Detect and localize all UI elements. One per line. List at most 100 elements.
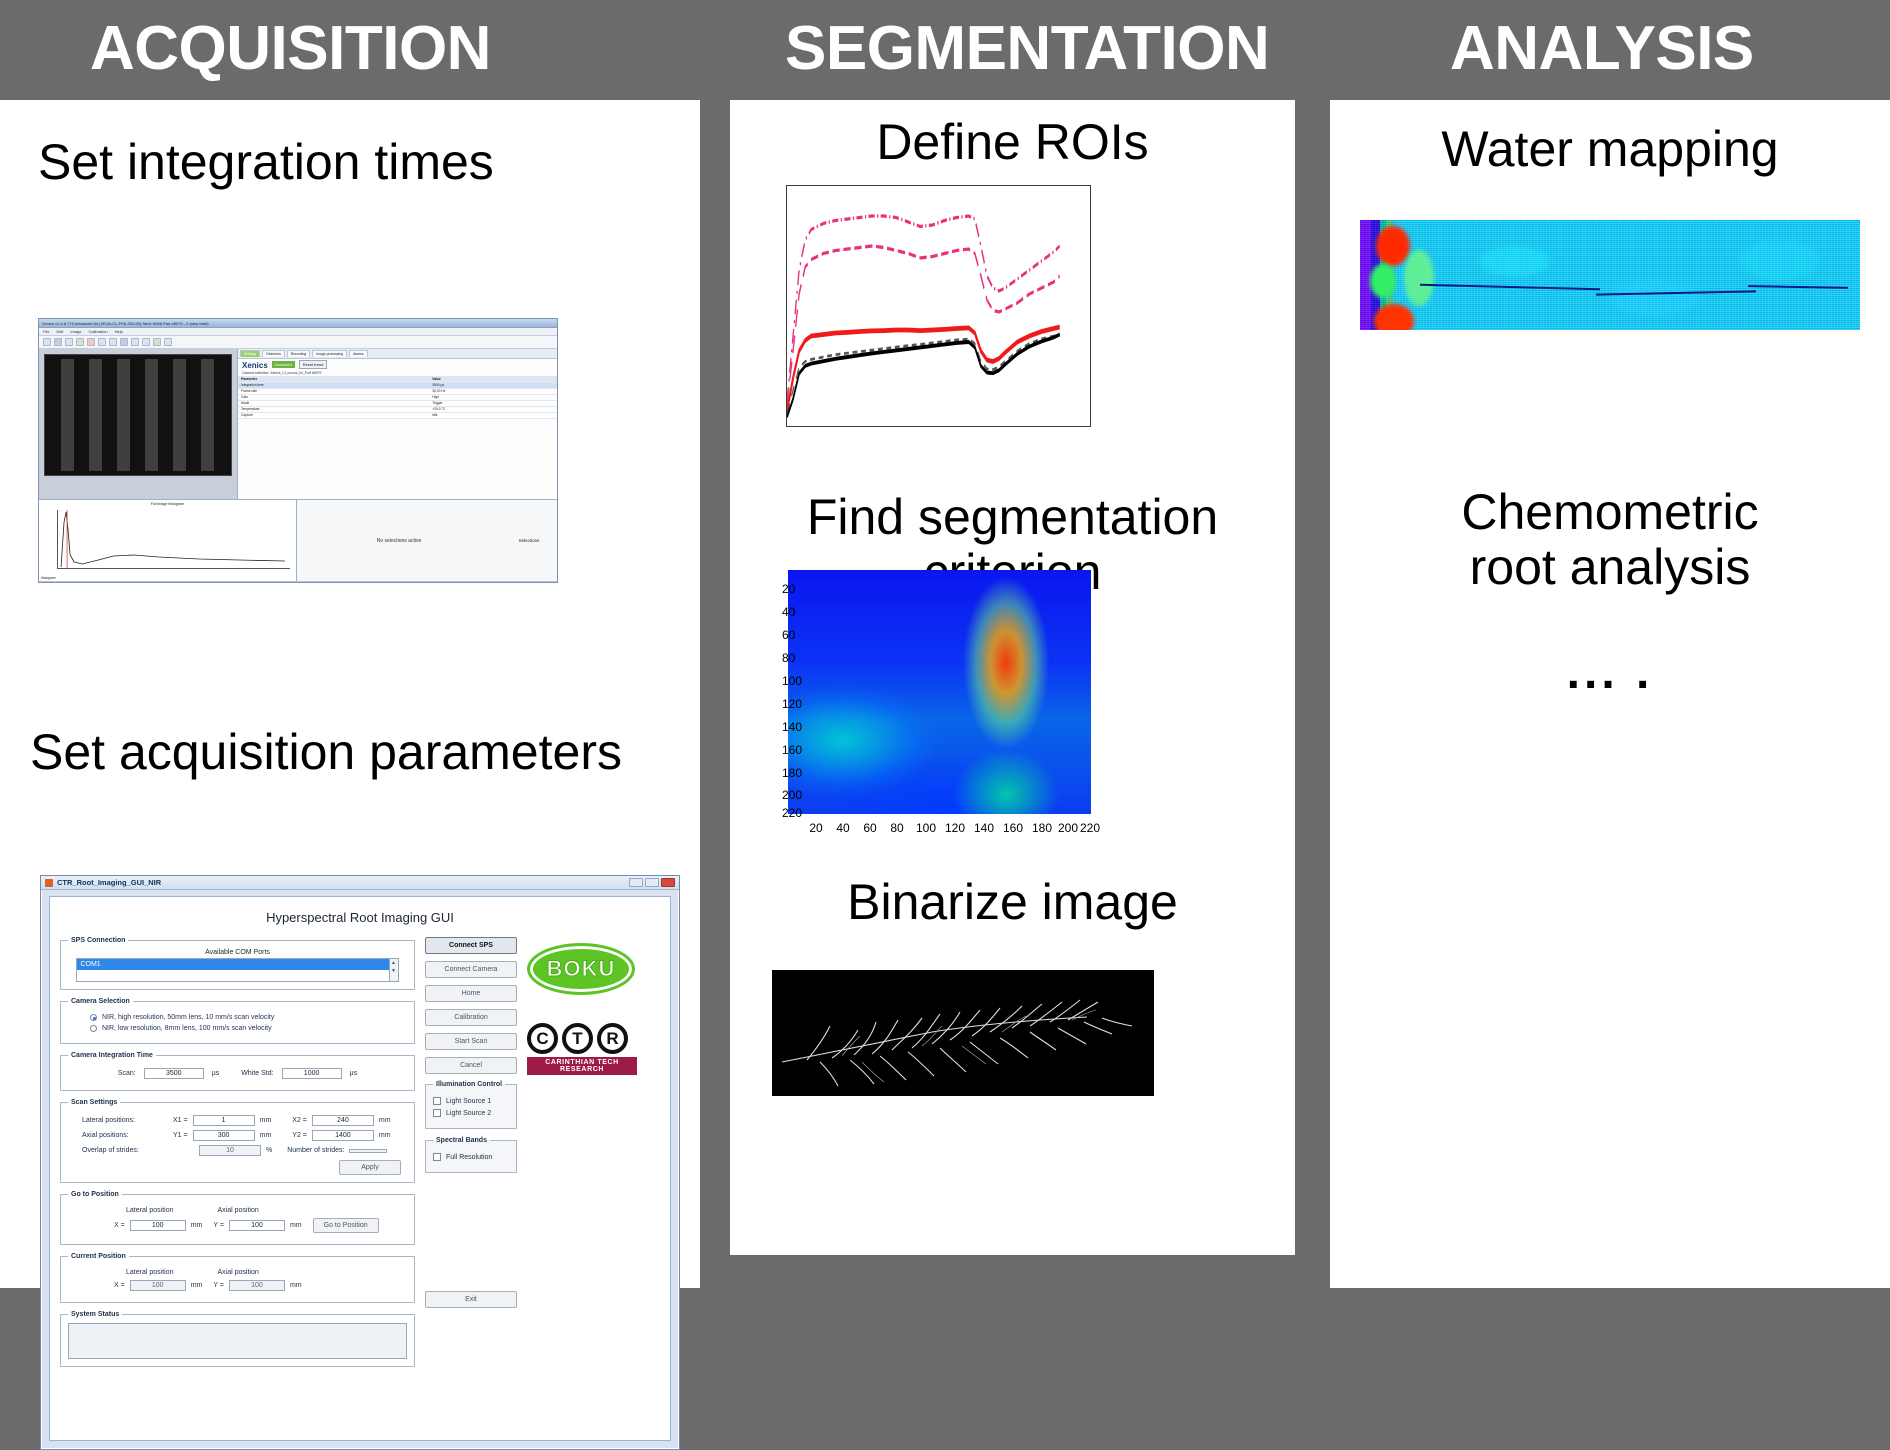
axial-positions-label: Axial positions: (82, 1132, 129, 1139)
xenics-menu-item[interactable]: Image (70, 329, 82, 334)
water-map-hotspot (1376, 226, 1410, 266)
listbox-scrollbar[interactable]: ▲ ▼ (388, 959, 398, 981)
play-icon[interactable] (76, 338, 84, 346)
xenics-toolbar[interactable] (39, 336, 557, 349)
xenics-menu-item[interactable]: Edit (56, 329, 64, 334)
scroll-up-icon[interactable]: ▲ (391, 960, 396, 966)
xenics-reset-button[interactable]: Reset trend (298, 360, 328, 369)
start-scan-button[interactable]: Start Scan (425, 1033, 517, 1050)
xenics-tab-detectors[interactable]: Detectors (262, 350, 285, 357)
goto-x-input[interactable]: 100 (129, 1220, 186, 1231)
goto-y-input[interactable]: 100 (228, 1220, 285, 1231)
xenics-menu-item[interactable]: Help (114, 329, 123, 334)
xenics-tab-image-processing[interactable]: Image processing (312, 350, 348, 357)
xenics-subtitle: Camera selection: Xenics_Cl_uncool_Ini_P… (242, 371, 322, 375)
xenics-brand: Xenics (242, 361, 268, 370)
y2-input[interactable]: 1400 (311, 1130, 374, 1141)
light-source-1-row[interactable]: Light Source 1 (433, 1097, 509, 1105)
histogram-xlabel: Histogram (41, 576, 56, 580)
analysis-step2-line1: Chemometric (1461, 484, 1759, 540)
connect-sps-button[interactable]: Connect SPS (425, 937, 517, 954)
xenics-tab-alarms[interactable]: Alarms (349, 350, 368, 357)
ctr-letter-t: T (562, 1023, 593, 1054)
water-map-midspot (1370, 264, 1396, 298)
com-ports-label: Available COM Ports (205, 949, 270, 956)
cancel-button[interactable]: Cancel (425, 1057, 517, 1074)
settings-icon[interactable] (164, 338, 172, 346)
camera-option-low[interactable]: NIR, low resolution, 8mm lens, 100 mm/s … (68, 1025, 407, 1032)
x1-input[interactable]: 1 (192, 1115, 255, 1126)
x2-label: X2 = (292, 1117, 307, 1124)
home-button[interactable]: Home (425, 985, 517, 1002)
calibration-button[interactable]: Calibration (425, 1009, 517, 1026)
exit-button[interactable]: Exit (425, 1291, 517, 1308)
xenics-software-screenshot[interactable]: Xenics v2.4.6.779 Advanced 64 (XEVA-CL-F… (38, 318, 558, 583)
xenics-menu-item[interactable]: Calibration (88, 329, 108, 334)
table-cell: Frame rate (238, 388, 430, 395)
apply-button[interactable]: Apply (339, 1160, 401, 1175)
radio-icon[interactable] (90, 1014, 97, 1021)
header-band: ACQUISITION SEGMENTATION ANALYSIS (0, 0, 1890, 100)
segmentation-step2-line1: Find segmentation (806, 489, 1219, 545)
white-std-input[interactable]: 1000 (281, 1068, 342, 1079)
group-camera-selection: Camera Selection NIR, high resolution, 5… (60, 998, 415, 1044)
connect-camera-button[interactable]: Connect Camera (425, 961, 517, 978)
checkbox-icon[interactable] (433, 1153, 441, 1161)
stop-icon[interactable] (87, 338, 95, 346)
group-sps-connection: SPS Connection Available COM Ports COM1 … (60, 937, 415, 990)
matlab-gui-window[interactable]: CTR_Root_Imaging_GUI_NIR Hyperspectral R… (40, 875, 680, 1450)
system-status-textarea[interactable] (68, 1323, 407, 1359)
crosshair-icon[interactable] (109, 338, 117, 346)
matlab-icon (45, 878, 53, 887)
grid-icon[interactable] (142, 338, 150, 346)
xenics-menu-item[interactable]: File (43, 329, 50, 334)
xenics-image-pane[interactable] (39, 349, 237, 499)
close-button[interactable] (661, 878, 675, 887)
x2-input[interactable]: 240 (311, 1115, 374, 1126)
print-icon[interactable] (65, 338, 73, 346)
full-resolution-row[interactable]: Full Resolution (433, 1153, 509, 1161)
save-icon[interactable] (54, 338, 62, 346)
light-source-2-row[interactable]: Light Source 2 (433, 1109, 509, 1117)
scan-time-label: Scan: (117, 1070, 136, 1077)
zoom-icon[interactable] (98, 338, 106, 346)
current-y-unit: mm (289, 1282, 302, 1289)
checkbox-icon[interactable] (433, 1097, 441, 1105)
camera-option-high[interactable]: NIR, high resolution, 50mm lens, 10 mm/s… (68, 1014, 407, 1021)
scroll-down-icon[interactable]: ▼ (391, 968, 396, 974)
histogram-curve (60, 510, 285, 568)
com-port-selected[interactable]: COM1 (77, 959, 398, 970)
current-x-value: 100 (129, 1280, 186, 1291)
checkbox-icon[interactable] (433, 1109, 441, 1117)
analysis-step2-title: Chemometric root analysis (1330, 485, 1890, 595)
current-y-value: 100 (228, 1280, 285, 1291)
y1-input[interactable]: 300 (192, 1130, 255, 1141)
xenics-tab-recording[interactable]: Recording (286, 350, 311, 357)
maximize-button[interactable] (645, 878, 659, 887)
xenics-parameter-table[interactable]: Parameter Value Integration time 3500 µs F… (238, 376, 557, 419)
histogram-axes (57, 510, 290, 569)
overlap-input[interactable]: 10 (199, 1145, 261, 1156)
group-go-to-position: Go to Position Lateral position Axial po… (60, 1191, 415, 1245)
minimize-button[interactable] (629, 878, 643, 887)
table-cell: High (429, 394, 557, 401)
measure-icon[interactable] (131, 338, 139, 346)
group-legend: Camera Integration Time (71, 1052, 153, 1059)
palette-icon[interactable] (120, 338, 128, 346)
xenics-menubar[interactable]: File Edit Image Calibration Help (39, 328, 557, 336)
record-icon[interactable] (153, 338, 161, 346)
scan-time-input[interactable]: 3500 (143, 1068, 204, 1079)
table-cell: Idle (429, 412, 557, 419)
folder-icon[interactable] (43, 338, 51, 346)
xenics-tabbar[interactable]: Settings Detectors Recording Image proce… (238, 349, 557, 359)
xenics-tab-settings[interactable]: Settings (240, 350, 261, 357)
go-to-position-button[interactable]: Go to Position (312, 1218, 379, 1233)
radio-icon[interactable] (90, 1025, 97, 1032)
analysis-ellipsis: ... . (1566, 646, 1654, 699)
com-port-listbox[interactable]: COM1 ▲ ▼ (76, 958, 399, 982)
xenics-selections-panel[interactable]: Selections (501, 500, 557, 581)
water-map-noise-texture (1360, 220, 1860, 330)
strides-input[interactable] (349, 1148, 388, 1153)
table-cell: Capture (238, 412, 430, 419)
xenics-settings-pane[interactable]: Settings Detectors Recording Image proce… (237, 349, 557, 499)
